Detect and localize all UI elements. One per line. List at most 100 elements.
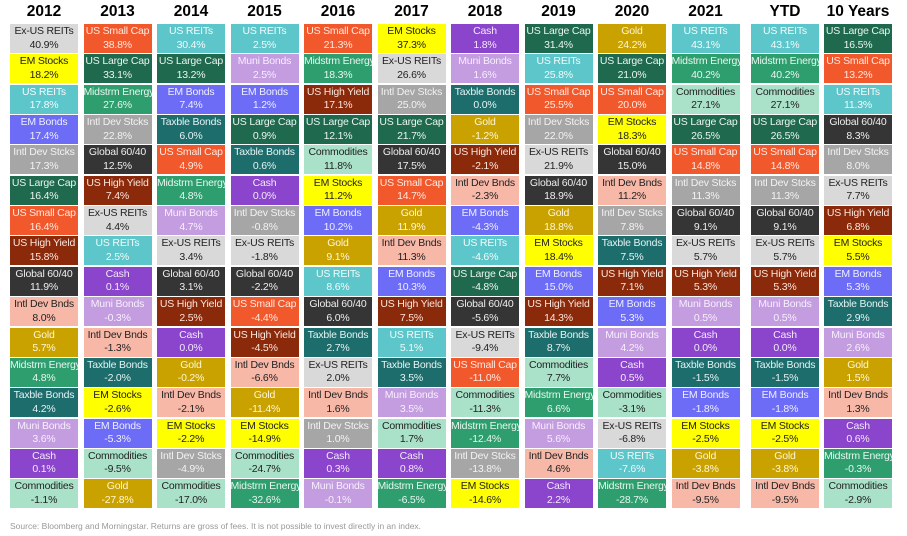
asset-name: Midstrm Energy <box>377 480 446 493</box>
return-cell: US High Yield 7.5% <box>377 297 446 327</box>
return-value: 2.9% <box>846 311 870 324</box>
asset-name: EM Bonds <box>461 207 509 220</box>
return-cell: US Large Cap 21.7% <box>377 115 446 145</box>
return-value: 3.6% <box>32 433 56 446</box>
return-cell: US REITs 25.8% <box>524 54 593 84</box>
return-value: -7.6% <box>618 463 646 476</box>
return-value: 6.8% <box>846 220 870 233</box>
return-value: 7.7% <box>546 372 571 385</box>
asset-name: Midstrm Energy <box>157 176 225 189</box>
asset-name: Ex-US REITs <box>161 237 221 250</box>
return-cell: Intl Dev Stcks 11.3% <box>751 175 819 205</box>
asset-name: Muni Bonds <box>164 207 218 220</box>
asset-name: Gold <box>400 207 423 220</box>
return-value: 27.1% <box>770 99 800 112</box>
asset-name: Intl Dev Stcks <box>601 207 663 220</box>
asset-name: Ex-US REITs <box>755 237 815 250</box>
return-cell: EM Bonds 15.0% <box>524 266 593 296</box>
return-cell: US Large Cap 33.1% <box>83 54 152 84</box>
return-value: 25.0% <box>397 99 426 112</box>
return-cell: US Small Cap 16.4% <box>10 206 78 236</box>
return-cell: Gold -3.8% <box>751 448 819 478</box>
return-cell: Midstrm Energy 18.3% <box>304 54 372 84</box>
asset-name: US High Yield <box>674 267 737 280</box>
return-cell: Intl Dev Stcks 11.3% <box>671 175 740 205</box>
return-value: 27.1% <box>691 99 720 112</box>
return-value: 8.3% <box>846 129 870 142</box>
asset-name: US Large Cap <box>752 116 818 129</box>
return-value: 4.9% <box>179 159 203 172</box>
asset-name: Taxble Bonds <box>528 328 589 341</box>
return-cell: Gold 1.5% <box>824 357 892 387</box>
asset-name: Commodities <box>455 389 515 402</box>
asset-name: Muni Bonds <box>605 328 659 341</box>
asset-name: Global 60/40 <box>756 207 814 220</box>
return-value: -9.4% <box>471 342 499 354</box>
return-cell: Gold 24.2% <box>598 24 666 53</box>
return-cell: Cash 0.0% <box>751 327 819 357</box>
asset-name: US Small Cap <box>600 85 664 98</box>
asset-name: US Small Cap <box>306 25 370 37</box>
asset-name: Intl Dev Stcks <box>160 449 222 462</box>
return-cell: Cash 0.1% <box>10 448 78 478</box>
return-cell: US Small Cap -4.4% <box>230 297 299 327</box>
return-cell: Ex-US REITs 4.4% <box>83 206 152 236</box>
return-value: 8.0% <box>846 159 870 172</box>
return-value: 0.1% <box>32 463 56 476</box>
return-cell: Midstrm Energy 6.6% <box>524 388 593 418</box>
return-value: 3.1% <box>179 281 203 294</box>
asset-name: US REITs <box>22 85 66 98</box>
return-value: 0.0% <box>693 342 718 354</box>
return-cell: EM Bonds 10.3% <box>377 266 446 296</box>
return-cell: Global 60/40 3.1% <box>157 266 225 296</box>
return-value: 0.0% <box>252 190 277 203</box>
asset-name: US REITs <box>463 237 507 250</box>
asset-name: Gold <box>774 449 796 462</box>
asset-name: Gold <box>106 480 129 493</box>
return-value: 0.3% <box>326 463 350 476</box>
return-value: 11.3% <box>691 190 720 203</box>
return-value: 0.0% <box>773 342 797 354</box>
return-value: 7.1% <box>620 281 644 294</box>
asset-name: Muni Bonds <box>311 480 365 493</box>
return-cell: Ex-US REITs -9.4% <box>451 327 519 357</box>
asset-name: Commodities <box>381 419 442 432</box>
asset-name: Commodities <box>14 480 74 493</box>
return-cell: Taxble Bonds 7.5% <box>598 236 666 266</box>
return-cell: US Small Cap 14.8% <box>751 145 819 175</box>
asset-name: US Large Cap <box>232 116 297 129</box>
asset-name: Intl Dev Stcks <box>86 116 149 129</box>
asset-name: Gold <box>33 328 55 341</box>
asset-name: Muni Bonds <box>758 298 812 311</box>
asset-name: US Large Cap <box>452 267 518 280</box>
return-cell: Commodities 7.7% <box>524 357 593 387</box>
asset-name: Global 60/40 <box>88 146 147 159</box>
return-value: 11.2% <box>324 190 352 203</box>
asset-name: US Small Cap <box>379 176 444 189</box>
return-cell: Global 60/40 -2.2% <box>230 266 299 296</box>
return-value: 1.8% <box>473 38 497 51</box>
asset-name: Intl Dev Bnds <box>14 298 74 311</box>
return-cell: US REITs 30.4% <box>157 24 225 53</box>
return-value: -2.6% <box>104 402 131 415</box>
return-cell: Muni Bonds 0.5% <box>751 297 819 327</box>
return-cell: Muni Bonds -0.1% <box>304 479 372 509</box>
return-value: 0.5% <box>773 311 797 324</box>
return-cell: Intl Dev Bnds 1.3% <box>824 388 892 418</box>
return-value: -14.9% <box>248 433 281 446</box>
return-value: -14.6% <box>468 493 502 506</box>
asset-name: Intl Dev Bnds <box>828 389 888 402</box>
asset-name: Taxble Bonds <box>381 358 442 371</box>
asset-name: US REITs <box>536 55 581 68</box>
return-cell: EM Stocks 18.3% <box>598 115 666 145</box>
return-cell: Cash 2.2% <box>524 479 593 509</box>
return-cell: EM Stocks -2.2% <box>157 418 225 448</box>
asset-name: Cash <box>252 176 277 189</box>
return-value: 3.4% <box>179 250 203 263</box>
return-value: -4.5% <box>251 342 278 354</box>
asset-name: EM Stocks <box>313 176 363 189</box>
return-cell: Cash 0.0% <box>230 175 299 205</box>
return-cell: Intl Dev Bnds -9.5% <box>751 479 819 509</box>
asset-name: US High Yield <box>453 146 517 159</box>
return-value: -24.7% <box>248 463 281 476</box>
